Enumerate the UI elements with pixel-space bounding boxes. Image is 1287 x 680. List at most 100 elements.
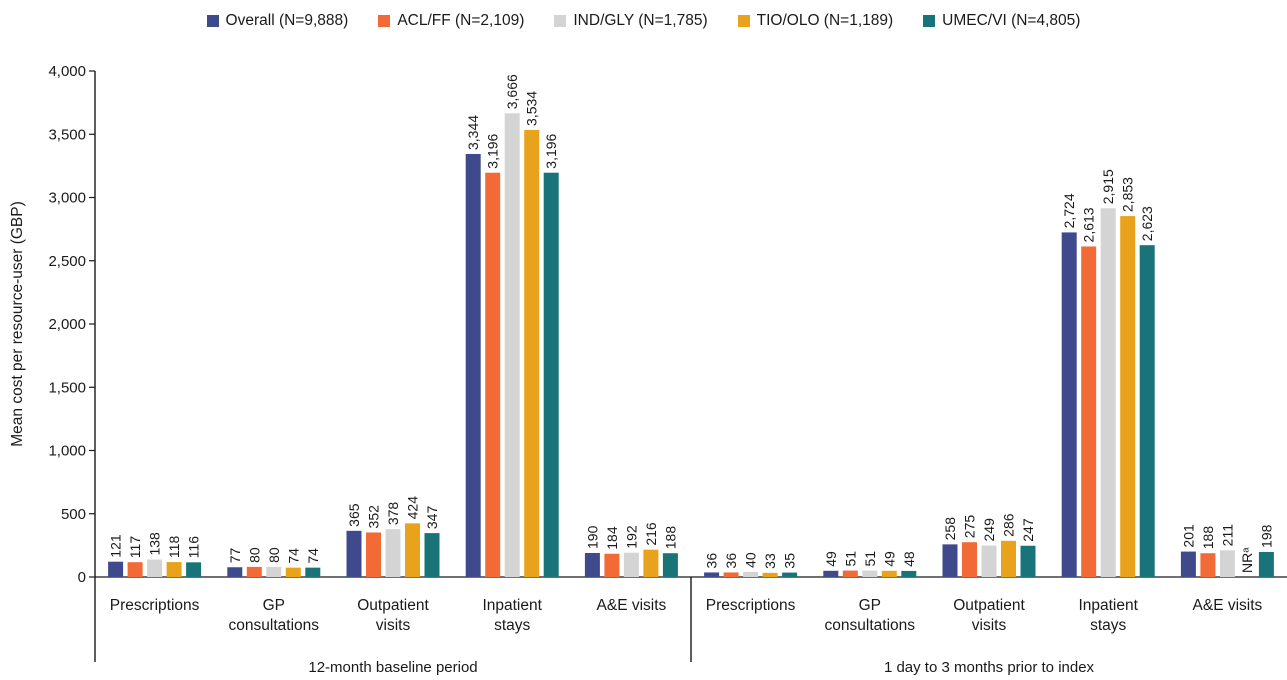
- data-label: 2,724: [1061, 193, 1077, 228]
- bar: [643, 549, 659, 577]
- data-label: 378: [385, 502, 401, 526]
- bar: [1020, 545, 1036, 577]
- data-label: 198: [1258, 524, 1274, 548]
- legend-item: UMEC/VI (N=4,805): [923, 12, 1080, 30]
- data-label: 3,344: [465, 115, 481, 150]
- data-label: 77: [227, 547, 243, 563]
- bar: [881, 570, 897, 577]
- bar: [1081, 246, 1097, 577]
- bar: [962, 542, 977, 577]
- data-label: 424: [405, 496, 421, 520]
- data-label: 36: [704, 553, 720, 569]
- bar: [504, 113, 520, 577]
- data-label: 3,196: [543, 133, 559, 168]
- data-label: 49: [881, 551, 897, 567]
- data-label: 3,534: [524, 91, 540, 126]
- category-label: consultations: [825, 617, 916, 634]
- category-label: stays: [494, 617, 530, 634]
- category-label: A&E visits: [1193, 597, 1263, 614]
- category-label: Prescriptions: [110, 597, 200, 614]
- bar: [981, 545, 997, 577]
- bar: [1180, 551, 1196, 577]
- data-label: 2,915: [1100, 169, 1116, 204]
- data-label: 49: [823, 551, 839, 567]
- data-label: 116: [186, 536, 202, 559]
- bar: [704, 572, 720, 577]
- bar: [147, 559, 163, 577]
- bar: [424, 533, 440, 577]
- category-label: visits: [972, 617, 1007, 634]
- bar: [1200, 553, 1216, 577]
- legend-label: IND/GLY (N=1,785): [573, 12, 708, 29]
- bar: [1100, 208, 1116, 577]
- data-label: 33: [762, 553, 778, 569]
- y-axis-title: Mean cost per resource-user (GBP): [9, 201, 26, 447]
- legend: Overall (N=9,888) ACL/FF (N=2,109) IND/GLY…: [0, 10, 1287, 32]
- data-label: 365: [346, 503, 362, 527]
- data-label: 188: [1200, 526, 1216, 550]
- legend-swatch: [923, 15, 936, 27]
- data-label: 275: [962, 515, 978, 539]
- data-label: 40: [743, 552, 759, 568]
- data-label: 2,623: [1139, 206, 1155, 241]
- data-label: 347: [424, 506, 440, 530]
- panel-label: 12-month baseline period: [308, 659, 477, 676]
- bar: [305, 567, 321, 577]
- category-label: Prescriptions: [706, 597, 796, 614]
- data-label: 51: [842, 551, 858, 567]
- data-label: 80: [266, 547, 282, 563]
- bar: [604, 553, 620, 577]
- bar: [524, 129, 540, 577]
- legend-item: ACL/FF (N=2,109): [378, 12, 524, 30]
- data-label: 192: [623, 525, 639, 549]
- bar: [1061, 232, 1077, 577]
- data-label: 51: [862, 551, 878, 567]
- legend-item: TIO/OLO (N=1,189): [737, 12, 893, 30]
- data-label: 36: [723, 553, 739, 569]
- legend-swatch: [554, 15, 567, 27]
- y-tick-label: 500: [61, 506, 86, 523]
- legend-swatch: [206, 15, 219, 27]
- data-label: 216: [643, 522, 659, 546]
- bar: [346, 530, 362, 577]
- panel-label: 1 day to 3 months prior to index: [884, 659, 1095, 676]
- bar: [127, 562, 143, 577]
- data-label: 2,613: [1081, 207, 1097, 242]
- legend-item: Overall (N=9,888): [206, 12, 348, 30]
- bar: [405, 523, 420, 577]
- data-label: NRᵃ: [1239, 547, 1255, 573]
- bar: [366, 532, 381, 577]
- data-label: 184: [604, 526, 620, 550]
- data-label: 249: [981, 518, 997, 542]
- bar: [823, 570, 839, 577]
- category-label: visits: [376, 617, 411, 634]
- legend-label: ACL/FF (N=2,109): [397, 12, 525, 29]
- category-label: Inpatient: [1078, 597, 1138, 614]
- bar: [465, 153, 481, 577]
- y-tick-label: 2,500: [48, 253, 86, 270]
- data-label: 286: [1001, 513, 1017, 537]
- bar: [842, 570, 858, 577]
- category-label: Outpatient: [357, 597, 429, 614]
- bar: [782, 572, 798, 577]
- legend-item: IND/GLY (N=1,785): [554, 12, 708, 30]
- category-label: consultations: [229, 617, 320, 634]
- y-tick-label: 3,500: [48, 126, 86, 143]
- data-label: 117: [127, 536, 143, 559]
- bar: [1258, 551, 1274, 577]
- y-tick-label: 1,500: [48, 379, 86, 396]
- data-label: 352: [366, 505, 382, 529]
- bar: [227, 567, 243, 577]
- category-label: A&E visits: [597, 597, 667, 614]
- category-label: Inpatient: [482, 597, 542, 614]
- y-tick-label: 4,000: [48, 63, 86, 80]
- bar: [186, 562, 202, 577]
- bar: [108, 561, 124, 577]
- data-label: 138: [147, 532, 163, 556]
- bar: [762, 572, 778, 577]
- data-label: 211: [1219, 524, 1235, 547]
- bar: [1139, 245, 1155, 578]
- legend-swatch: [378, 15, 391, 27]
- category-label: GP: [859, 597, 881, 614]
